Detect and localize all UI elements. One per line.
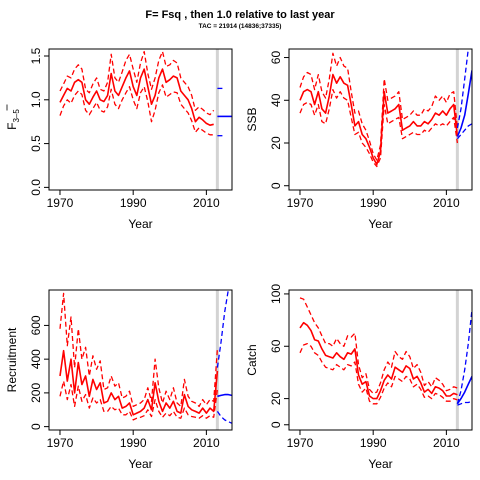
catch-panel-yaxis-label: Catch xyxy=(245,344,259,375)
recruitment-panel-frame xyxy=(48,289,233,431)
figure-title: F= Fsq , then 1.0 relative to last year xyxy=(145,9,335,21)
f-panel-series xyxy=(59,50,232,137)
recruitment-panel-projection-mid-line xyxy=(217,393,232,398)
f-panel-xaxis-label: Year xyxy=(128,217,152,231)
f-panel-ytick-label: 1.0 xyxy=(29,91,43,108)
ssb-panel-xtick-label: 1990 xyxy=(360,196,387,210)
catch-panel-ytick-label: 0 xyxy=(269,421,283,428)
f-panel-yaxis-label: F3–5 xyxy=(5,109,21,130)
ssb-panel-projection-mid-line xyxy=(456,70,472,137)
catch-panel-history-upper-line xyxy=(299,297,458,395)
recruitment-panel-projection-upper-line xyxy=(216,290,229,368)
ssb-panel-history-lower-line xyxy=(299,88,459,168)
f-panel-history-lower-line xyxy=(59,84,214,136)
recruitment-panel-xtick-label: 1990 xyxy=(120,436,147,450)
f-panel-history-mid-line xyxy=(59,68,214,126)
ssb-panel-projection-upper-line xyxy=(456,49,469,129)
f-panel-frame xyxy=(48,48,233,191)
catch-panel-projection-upper-line xyxy=(456,309,472,404)
ssb-panel-ytick-label: 60 xyxy=(269,51,283,65)
recruitment-panel-ytick-label: 200 xyxy=(29,383,43,403)
catch-panel-ytick-label: 20 xyxy=(269,392,283,406)
ssb-panel-xaxis-label: Year xyxy=(368,217,392,231)
f-panel: 1970 1990 2010 Year 0.0 0.5 1.0 1.5 F3–5 xyxy=(5,47,233,231)
catch-panel-xtick-label: 1970 xyxy=(287,436,314,450)
recruitment-panel-ytick-label: 0 xyxy=(29,423,43,430)
ssb-panel-history-mid-line xyxy=(299,73,459,166)
catch-panel-xtick-label: 1990 xyxy=(360,436,387,450)
recruitment-panel-series xyxy=(59,290,232,424)
catch-panel-projection-mid-line xyxy=(456,376,472,405)
catch-panel-series xyxy=(299,297,472,406)
catch-panel-history-lower-line xyxy=(299,342,458,405)
ssb-panel-projection-lower-line xyxy=(456,123,472,140)
ssb-panel-xtick-label: 2010 xyxy=(433,196,460,210)
f-panel-ytick-label: 0.5 xyxy=(29,135,43,152)
catch-panel: 1970 1990 2010 Year 0 20 60 100 Catch xyxy=(245,284,473,471)
f-panel-xtick-label: 1970 xyxy=(47,196,74,210)
recruitment-panel-ytick-label: 600 xyxy=(29,315,43,335)
recruitment-panel-xtick-label: 2010 xyxy=(193,436,220,450)
ssb-panel-yaxis-label: SSB xyxy=(245,107,259,131)
f-panel-ytick-label: 0.0 xyxy=(29,179,43,196)
f-panel-xtick-label: 1990 xyxy=(120,196,147,210)
figure-subtitle: TAC = 21914 (14836;37335) xyxy=(198,23,282,30)
recruitment-panel: 1970 1990 2010 Year 0 200 400 600 Recruitment xyxy=(5,289,233,471)
f-panel-xtick-label: 2010 xyxy=(193,196,220,210)
f-panel-history-upper-line xyxy=(59,50,215,116)
catch-panel-history-mid-line xyxy=(299,321,458,400)
catch-panel-ytick-label: 100 xyxy=(269,284,283,304)
ssb-panel-history-upper-line xyxy=(299,52,459,161)
ssb-panel-ytick-label: 40 xyxy=(269,93,283,107)
ssb-panel-series xyxy=(299,49,472,168)
ssb-panel-frame xyxy=(288,48,473,191)
catch-panel-xaxis-label: Year xyxy=(368,457,392,471)
recruitment-panel-history-upper-line xyxy=(59,292,219,408)
recruitment-panel-xtick-label: 1970 xyxy=(47,436,74,450)
catch-panel-ytick-label: 60 xyxy=(269,339,283,353)
recruitment-panel-yaxis-label: Recruitment xyxy=(5,327,19,392)
ssb-panel: 1970 1990 2010 Year 0 20 40 60 SSB xyxy=(245,48,473,231)
f-panel-ytick-label: 1.5 xyxy=(29,47,43,64)
recruitment-panel-xaxis-label: Year xyxy=(128,457,152,471)
catch-panel-frame xyxy=(288,289,473,431)
recruitment-panel-history-mid-line xyxy=(59,349,219,416)
catch-panel-projection-lower-line xyxy=(457,400,472,406)
ssb-panel-ytick-label: 0 xyxy=(269,182,283,189)
catch-panel-xtick-label: 2010 xyxy=(433,436,460,450)
recruitment-panel-ytick-label: 400 xyxy=(29,349,43,369)
ssb-panel-ytick-label: 20 xyxy=(269,136,283,150)
ssb-panel-xtick-label: 1970 xyxy=(287,196,314,210)
recruitment-panel-history-lower-line xyxy=(59,380,219,421)
recruitment-panel-projection-lower-line xyxy=(216,411,232,424)
